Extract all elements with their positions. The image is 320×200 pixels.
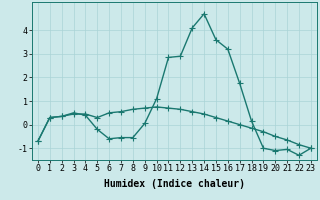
X-axis label: Humidex (Indice chaleur): Humidex (Indice chaleur) [104, 179, 245, 189]
